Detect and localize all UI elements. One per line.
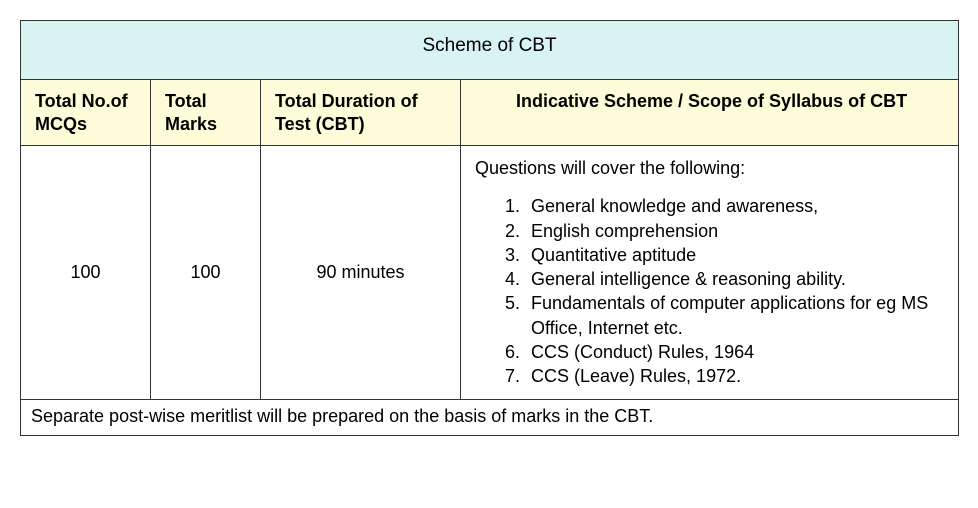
cell-duration: 90 minutes xyxy=(261,146,461,400)
data-row: 100 100 90 minutes Questions will cover … xyxy=(21,146,959,400)
syllabus-item: General intelligence & reasoning ability… xyxy=(525,267,944,291)
cell-marks: 100 xyxy=(151,146,261,400)
col-header-marks: Total Marks xyxy=(151,80,261,146)
syllabus-list: General knowledge and awareness, English… xyxy=(475,194,944,388)
syllabus-intro: Questions will cover the following: xyxy=(475,156,944,180)
syllabus-item: CCS (Conduct) Rules, 1964 xyxy=(525,340,944,364)
cell-syllabus: Questions will cover the following: Gene… xyxy=(461,146,959,400)
footnote-row: Separate post-wise meritlist will be pre… xyxy=(21,399,959,435)
col-header-duration-text: Total Duration of Test (CBT) xyxy=(275,91,418,134)
col-header-syllabus-text: Indicative Scheme / Scope of Syllabus of… xyxy=(516,91,907,111)
col-header-mcqs-text: Total No.of MCQs xyxy=(35,91,128,134)
footnote-cell: Separate post-wise meritlist will be pre… xyxy=(21,399,959,435)
title-row: Scheme of CBT xyxy=(21,21,959,80)
table-title: Scheme of CBT xyxy=(21,21,959,80)
col-header-mcqs: Total No.of MCQs xyxy=(21,80,151,146)
syllabus-item: Quantitative aptitude xyxy=(525,243,944,267)
syllabus-item: Fundamentals of computer applications fo… xyxy=(525,291,944,340)
syllabus-item: CCS (Leave) Rules, 1972. xyxy=(525,364,944,388)
header-row: Total No.of MCQs Total Marks Total Durat… xyxy=(21,80,959,146)
col-header-syllabus: Indicative Scheme / Scope of Syllabus of… xyxy=(461,80,959,146)
syllabus-item: English comprehension xyxy=(525,219,944,243)
scheme-table: Scheme of CBT Total No.of MCQs Total Mar… xyxy=(20,20,959,436)
col-header-marks-text: Total Marks xyxy=(165,91,217,134)
cell-mcqs: 100 xyxy=(21,146,151,400)
col-header-duration: Total Duration of Test (CBT) xyxy=(261,80,461,146)
syllabus-item: General knowledge and awareness, xyxy=(525,194,944,218)
